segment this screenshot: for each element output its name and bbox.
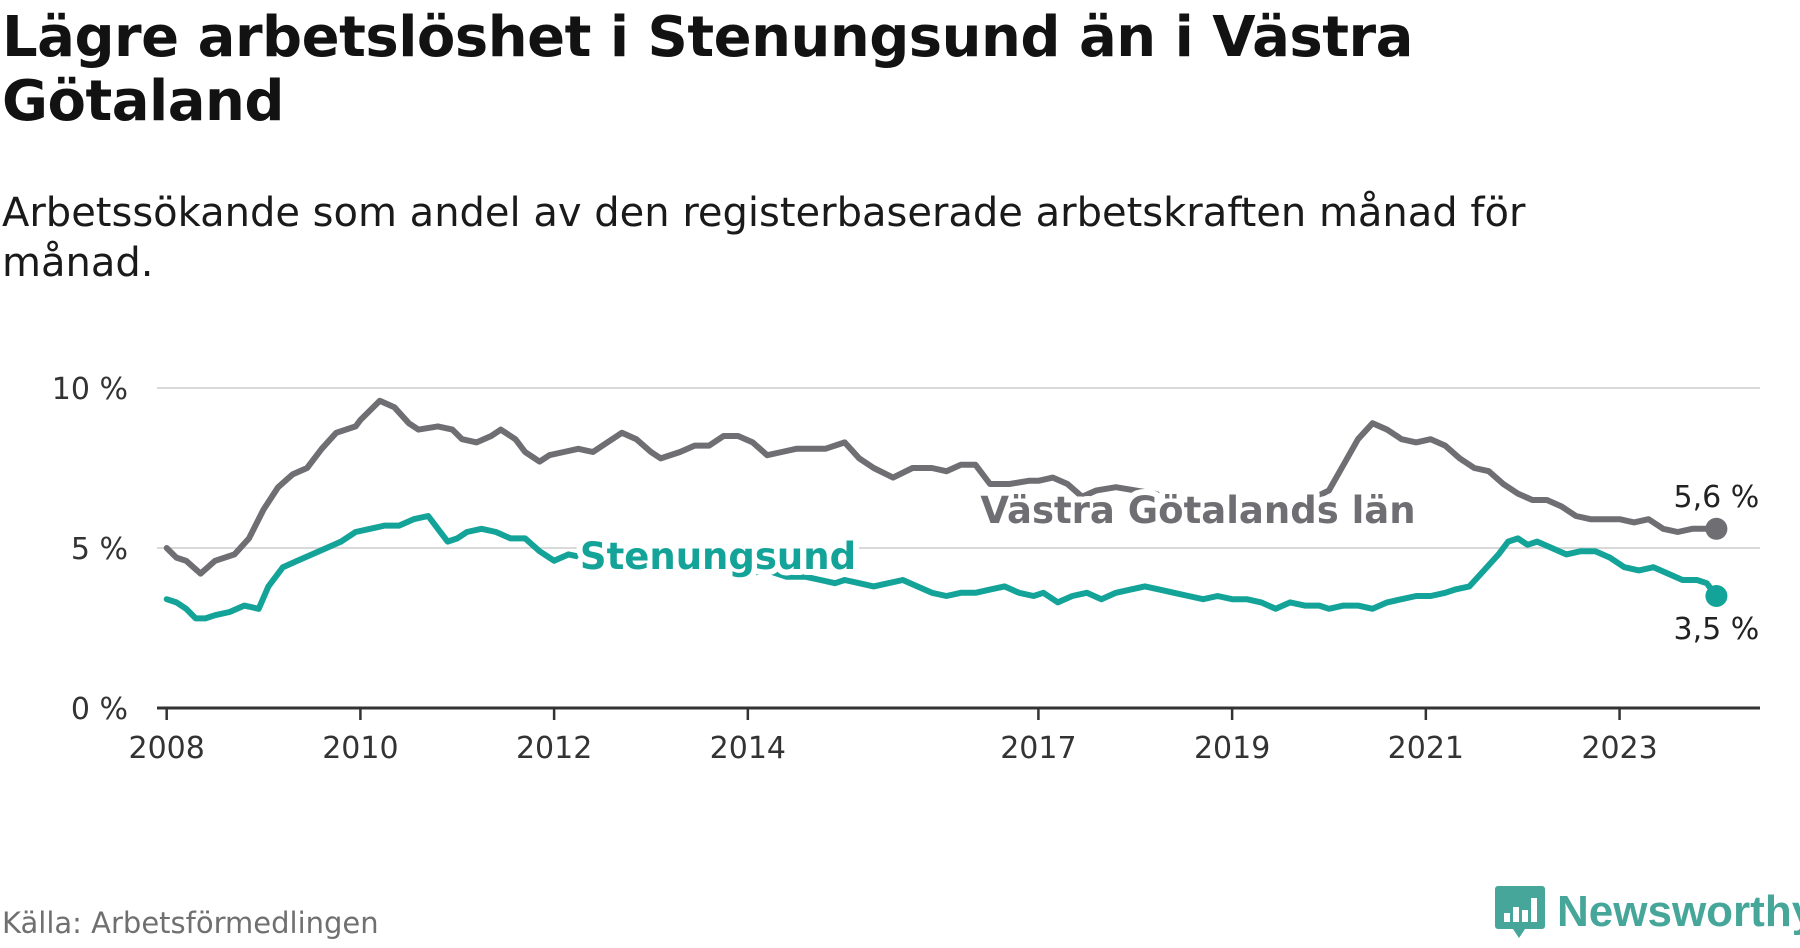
y-tick-label: 0 % xyxy=(71,692,128,727)
chart-title: Lägre arbetslöshet i Stenungsund än i Vä… xyxy=(2,5,1413,134)
series-line-vastra-gotaland xyxy=(163,397,1720,577)
chart-subtitle: Arbetssökande som andel av den registerb… xyxy=(2,190,1526,286)
source-note: Källa: Arbetsförmedlingen xyxy=(2,906,379,940)
end-point-stenungsund xyxy=(1705,585,1728,607)
brand-name: Newsworthy xyxy=(1557,887,1800,936)
end-point-vastra-gotaland xyxy=(1705,517,1728,540)
x-tick-label: 2019 xyxy=(1194,731,1270,766)
x-tick-label: 2023 xyxy=(1581,731,1657,766)
y-tick-label: 10 % xyxy=(52,372,128,407)
end-value-label-vastra-gotaland: 5,6 % xyxy=(1674,480,1760,515)
end-value-label-stenungsund: 3,5 % xyxy=(1674,612,1760,647)
newsworthy-logo-icon xyxy=(1495,886,1545,938)
x-tick-label: 2014 xyxy=(710,731,786,766)
series-line-stenungsund xyxy=(163,513,1720,622)
y-tick-label: 5 % xyxy=(71,532,128,567)
series-label-vastra-gotaland: Västra Götalands län xyxy=(980,489,1415,532)
x-tick-label: 2012 xyxy=(516,731,592,766)
brand-logo: Newsworthy xyxy=(1495,886,1800,938)
series-label-stenungsund: Stenungsund xyxy=(580,535,856,578)
x-tick-label: 2010 xyxy=(322,731,398,766)
x-tick-label: 2008 xyxy=(129,731,205,766)
x-tick-label: 2021 xyxy=(1388,731,1464,766)
line-chart: 0 % 5 % 10 % 2008 2010 2012 2014 2017 2019 2021 20… xyxy=(52,372,1760,766)
x-tick-label: 2017 xyxy=(1000,731,1076,766)
